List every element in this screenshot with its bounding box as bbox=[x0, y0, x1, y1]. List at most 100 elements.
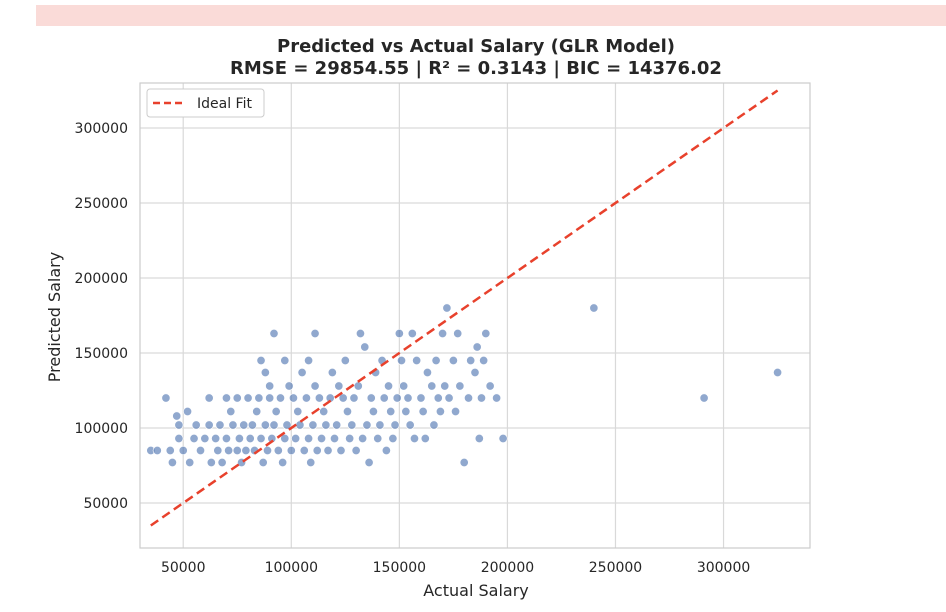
data-point bbox=[252, 406, 262, 417]
data-point bbox=[327, 367, 337, 378]
data-point bbox=[312, 445, 322, 456]
data-point bbox=[412, 355, 422, 366]
data-point bbox=[314, 393, 324, 403]
y-tick-labels: 50000 100000 150000 200000 250000 300000 bbox=[75, 121, 128, 512]
y-tick-label: 200000 bbox=[75, 271, 128, 287]
data-point bbox=[152, 445, 162, 456]
data-point bbox=[288, 393, 299, 403]
data-point bbox=[773, 367, 783, 378]
data-point bbox=[299, 445, 309, 456]
data-point bbox=[405, 420, 415, 430]
data-point bbox=[450, 406, 461, 417]
grid-lines bbox=[140, 83, 810, 548]
data-point bbox=[280, 355, 290, 366]
data-point bbox=[243, 393, 253, 403]
data-point bbox=[217, 457, 227, 468]
y-tick-label: 300000 bbox=[75, 121, 128, 137]
data-point bbox=[334, 381, 344, 391]
data-point bbox=[440, 381, 450, 391]
data-point bbox=[323, 445, 333, 456]
data-point bbox=[174, 420, 184, 430]
data-point bbox=[228, 420, 238, 430]
x-tick-label: 150000 bbox=[373, 560, 426, 576]
data-point bbox=[366, 393, 376, 403]
data-point bbox=[211, 433, 221, 444]
data-point bbox=[262, 445, 273, 456]
data-point bbox=[474, 433, 484, 444]
data-point bbox=[280, 433, 290, 444]
data-point bbox=[232, 393, 242, 403]
data-point bbox=[416, 393, 426, 403]
data-point bbox=[332, 420, 342, 430]
data-point bbox=[310, 381, 320, 391]
data-point bbox=[172, 411, 182, 421]
legend-box bbox=[146, 88, 265, 118]
data-point bbox=[226, 406, 236, 417]
x-axis-label: Actual Salary bbox=[423, 581, 528, 600]
data-point bbox=[319, 406, 329, 417]
data-point bbox=[479, 355, 489, 366]
data-point bbox=[234, 433, 244, 444]
data-point bbox=[286, 445, 296, 456]
data-point bbox=[364, 457, 374, 468]
data-point bbox=[355, 328, 366, 339]
data-point bbox=[206, 457, 216, 468]
data-point bbox=[485, 381, 495, 391]
data-point bbox=[213, 445, 223, 456]
data-point bbox=[247, 420, 257, 430]
data-point bbox=[498, 433, 508, 444]
data-point bbox=[269, 328, 279, 339]
data-point bbox=[349, 393, 359, 403]
legend-label-ideal-fit: Ideal Fit bbox=[197, 96, 252, 112]
data-point bbox=[165, 445, 175, 456]
data-point bbox=[396, 355, 407, 366]
data-point bbox=[161, 393, 171, 403]
data-point bbox=[351, 445, 361, 456]
data-point bbox=[321, 420, 331, 430]
data-point bbox=[407, 328, 417, 339]
ideal-fit-line-group bbox=[150, 89, 779, 527]
x-tick-label: 300000 bbox=[697, 560, 750, 576]
data-point bbox=[224, 445, 234, 456]
data-point bbox=[345, 433, 355, 444]
ideal-fit-line bbox=[150, 89, 779, 527]
data-point bbox=[699, 393, 709, 403]
data-point bbox=[435, 406, 445, 417]
data-point bbox=[204, 393, 214, 403]
y-tick-label: 150000 bbox=[75, 346, 128, 362]
data-point bbox=[265, 393, 275, 403]
data-point bbox=[269, 420, 279, 430]
data-point bbox=[256, 433, 266, 444]
chart-title: Predicted vs Actual Salary (GLR Model) bbox=[277, 36, 675, 57]
data-point bbox=[388, 433, 398, 444]
data-point bbox=[368, 406, 378, 417]
y-tick-label: 100000 bbox=[75, 421, 128, 437]
data-point bbox=[409, 433, 420, 444]
data-point bbox=[336, 445, 346, 456]
data-point bbox=[221, 393, 232, 403]
data-point bbox=[232, 445, 242, 456]
data-point bbox=[401, 406, 411, 417]
data-point bbox=[418, 406, 428, 417]
data-point bbox=[342, 406, 353, 417]
x-tick-label: 100000 bbox=[265, 560, 318, 576]
data-point bbox=[204, 420, 214, 430]
data-point bbox=[476, 393, 487, 403]
data-point bbox=[185, 457, 195, 468]
data-point bbox=[463, 393, 474, 403]
data-point bbox=[282, 420, 292, 430]
data-point bbox=[304, 433, 314, 444]
data-point bbox=[470, 367, 480, 378]
data-point bbox=[316, 433, 327, 444]
x-tick-labels: 50000 100000 150000 200000 250000 300000 bbox=[161, 560, 750, 576]
data-point bbox=[481, 328, 491, 339]
y-tick-label: 50000 bbox=[83, 496, 128, 512]
plot-frame bbox=[139, 82, 811, 549]
data-point bbox=[353, 381, 363, 391]
data-point bbox=[459, 457, 469, 468]
data-point bbox=[254, 393, 264, 403]
data-point bbox=[403, 393, 413, 403]
data-point bbox=[442, 303, 452, 313]
x-tick-label: 250000 bbox=[589, 560, 642, 576]
data-point bbox=[308, 420, 318, 430]
